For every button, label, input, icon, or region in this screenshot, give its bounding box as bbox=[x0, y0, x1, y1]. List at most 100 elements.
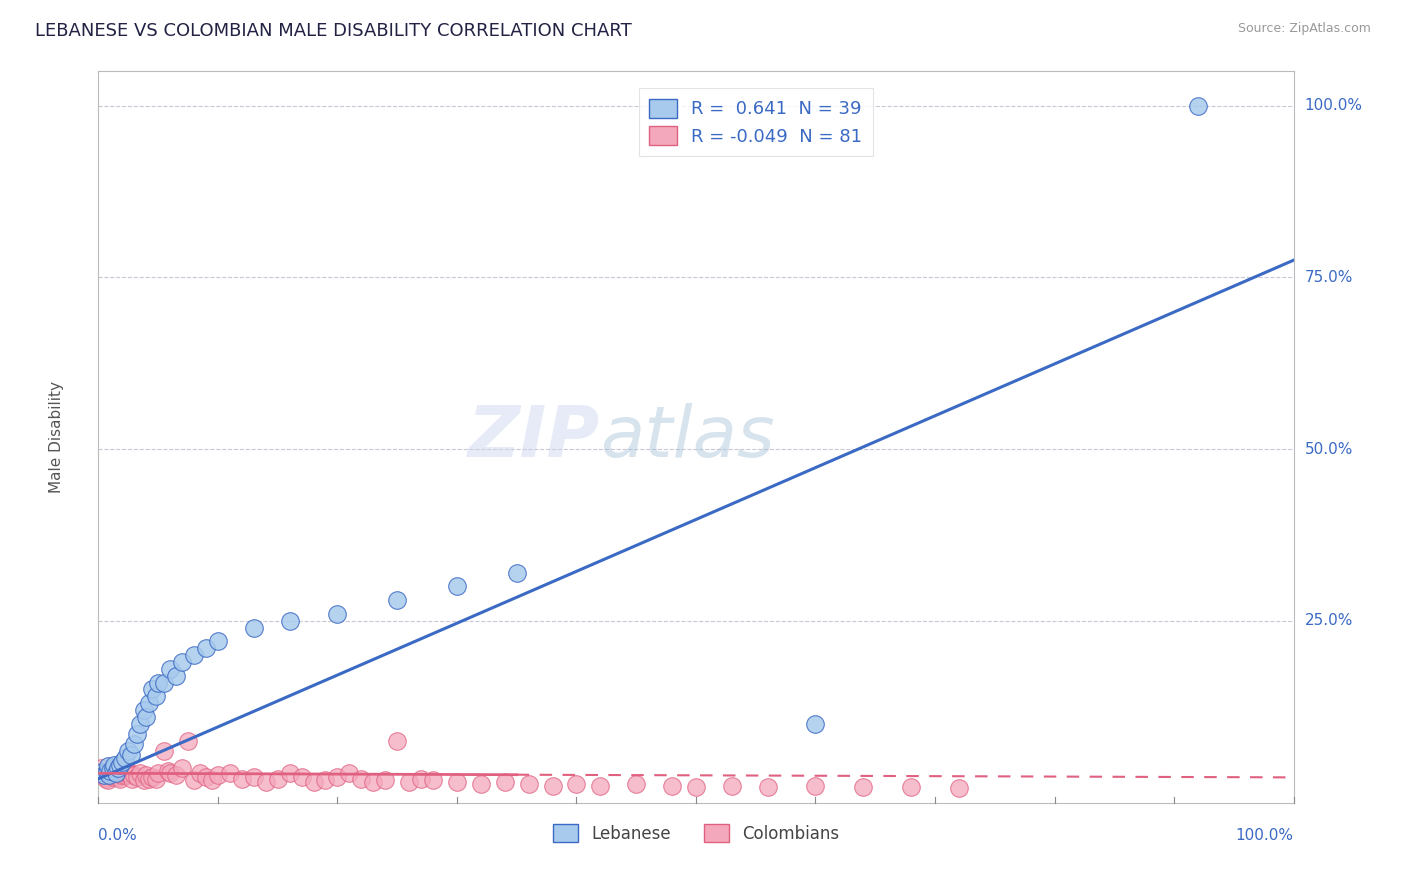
Point bbox=[104, 768, 127, 782]
Point bbox=[96, 764, 118, 779]
Point bbox=[91, 764, 114, 779]
Point bbox=[110, 768, 132, 782]
Point bbox=[111, 755, 134, 769]
Point bbox=[98, 764, 122, 778]
Point bbox=[291, 771, 314, 785]
Point bbox=[108, 758, 131, 772]
Point bbox=[90, 762, 112, 776]
Point bbox=[148, 766, 170, 780]
Point bbox=[411, 772, 433, 786]
Point bbox=[900, 780, 922, 794]
Point bbox=[97, 773, 120, 788]
Point bbox=[114, 751, 136, 765]
Point bbox=[111, 759, 134, 773]
Point bbox=[121, 772, 143, 786]
Point bbox=[98, 768, 121, 782]
Point bbox=[183, 773, 205, 788]
Point bbox=[243, 621, 266, 635]
Point bbox=[120, 768, 142, 782]
Point bbox=[135, 768, 157, 782]
Point bbox=[125, 727, 148, 741]
Point bbox=[115, 764, 138, 779]
Point bbox=[124, 768, 146, 782]
Point bbox=[108, 772, 131, 786]
Text: ZIP: ZIP bbox=[468, 402, 600, 472]
Point bbox=[138, 772, 160, 786]
Point bbox=[517, 777, 540, 791]
Text: Source: ZipAtlas.com: Source: ZipAtlas.com bbox=[1237, 22, 1371, 36]
Point bbox=[685, 780, 707, 794]
Point bbox=[721, 779, 744, 793]
Point bbox=[94, 772, 117, 786]
Point bbox=[804, 716, 827, 731]
Point bbox=[125, 771, 148, 785]
Point bbox=[446, 775, 468, 789]
Point bbox=[804, 779, 827, 793]
Point bbox=[172, 655, 194, 669]
Point bbox=[302, 775, 325, 789]
Point bbox=[1187, 98, 1209, 112]
Point bbox=[446, 579, 468, 593]
Point bbox=[145, 690, 167, 704]
Point bbox=[114, 768, 136, 782]
Point bbox=[948, 780, 970, 795]
Text: 50.0%: 50.0% bbox=[1305, 442, 1353, 457]
Point bbox=[117, 764, 139, 778]
Point bbox=[165, 768, 187, 782]
Point bbox=[183, 648, 205, 662]
Point bbox=[132, 703, 155, 717]
Point bbox=[156, 764, 179, 778]
Point bbox=[91, 764, 114, 779]
Point bbox=[159, 766, 181, 780]
Point bbox=[177, 734, 200, 748]
Point bbox=[278, 766, 301, 780]
Point bbox=[96, 771, 118, 785]
Point bbox=[350, 772, 373, 786]
Point bbox=[541, 779, 564, 793]
Point bbox=[398, 775, 420, 789]
Point bbox=[98, 764, 122, 778]
Point bbox=[315, 773, 337, 788]
Point bbox=[124, 738, 146, 752]
Text: LEBANESE VS COLOMBIAN MALE DISABILITY CORRELATION CHART: LEBANESE VS COLOMBIAN MALE DISABILITY CO… bbox=[35, 22, 631, 40]
Text: Male Disability: Male Disability bbox=[49, 381, 65, 493]
Point bbox=[267, 772, 290, 786]
Point bbox=[661, 779, 683, 793]
Point bbox=[363, 775, 385, 789]
Point bbox=[98, 764, 121, 779]
Point bbox=[326, 607, 349, 621]
Point bbox=[153, 675, 176, 690]
Text: 25.0%: 25.0% bbox=[1305, 614, 1353, 628]
Point bbox=[118, 766, 141, 780]
Point bbox=[129, 766, 152, 780]
Point bbox=[188, 766, 211, 780]
Point bbox=[97, 759, 120, 773]
Point bbox=[145, 772, 167, 786]
Point bbox=[385, 593, 409, 607]
Point bbox=[422, 773, 444, 788]
Text: atlas: atlas bbox=[600, 402, 775, 472]
Text: 100.0%: 100.0% bbox=[1305, 98, 1362, 113]
Point bbox=[135, 710, 157, 724]
Point bbox=[470, 777, 492, 791]
Point bbox=[195, 771, 218, 785]
Text: 100.0%: 100.0% bbox=[1236, 828, 1294, 843]
Text: 75.0%: 75.0% bbox=[1305, 270, 1353, 285]
Point bbox=[101, 762, 124, 776]
Legend: Lebanese, Colombians: Lebanese, Colombians bbox=[546, 817, 846, 849]
Point bbox=[112, 764, 135, 779]
Point bbox=[195, 641, 218, 656]
Point bbox=[91, 766, 114, 780]
Point bbox=[494, 775, 516, 789]
Point bbox=[626, 777, 648, 791]
Point bbox=[148, 675, 170, 690]
Point bbox=[172, 762, 194, 776]
Point bbox=[141, 682, 163, 697]
Point bbox=[100, 768, 122, 782]
Point bbox=[93, 768, 115, 782]
Point bbox=[756, 780, 779, 794]
Point bbox=[141, 771, 163, 785]
Point bbox=[120, 747, 142, 762]
Point bbox=[107, 766, 129, 780]
Point bbox=[201, 773, 224, 788]
